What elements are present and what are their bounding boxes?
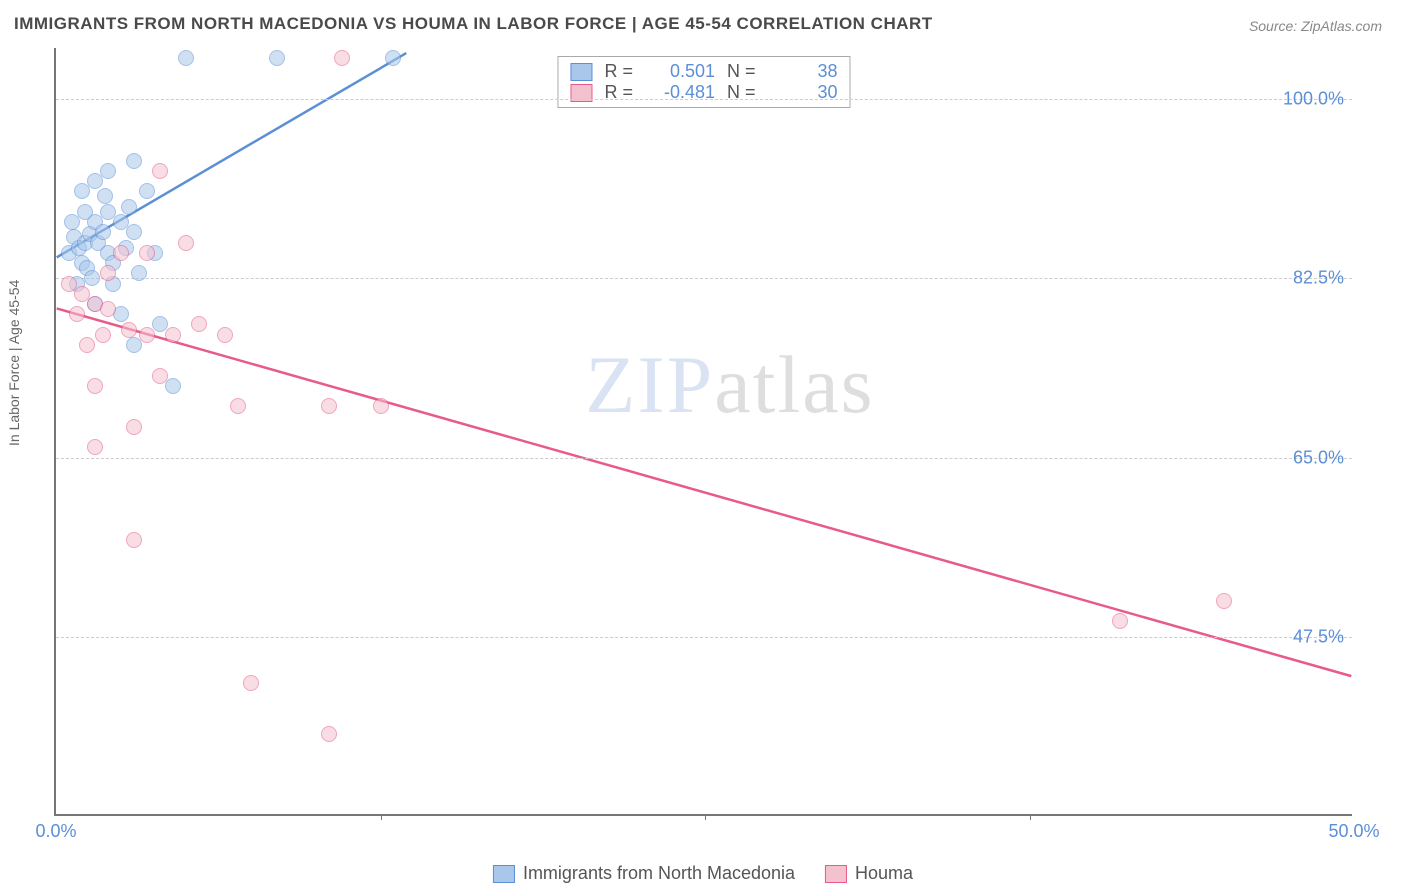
source-attribution: Source: ZipAtlas.com xyxy=(1249,18,1382,34)
x-minor-tick xyxy=(381,814,382,820)
chart-plot-area: ZIPatlas R =0.501N =38R =-0.481N =30 47.… xyxy=(54,48,1352,816)
data-point xyxy=(373,398,389,414)
data-point xyxy=(87,439,103,455)
legend-label: Immigrants from North Macedonia xyxy=(523,863,795,884)
x-minor-tick xyxy=(705,814,706,820)
data-point xyxy=(100,301,116,317)
x-tick-label: 0.0% xyxy=(35,821,76,842)
data-point xyxy=(121,322,137,338)
data-point xyxy=(1112,613,1128,629)
data-point xyxy=(165,327,181,343)
data-point xyxy=(126,532,142,548)
data-point xyxy=(113,245,129,261)
y-tick-label: 100.0% xyxy=(1283,89,1344,110)
data-point xyxy=(95,224,111,240)
data-point xyxy=(165,378,181,394)
legend-label: Houma xyxy=(855,863,913,884)
data-point xyxy=(97,188,113,204)
series-legend: Immigrants from North Macedonia Houma xyxy=(493,863,913,884)
legend-swatch xyxy=(493,865,515,883)
data-point xyxy=(79,337,95,353)
data-point xyxy=(385,50,401,66)
y-axis-label: In Labor Force | Age 45-54 xyxy=(6,280,22,446)
data-point xyxy=(152,368,168,384)
data-point xyxy=(100,265,116,281)
chart-title: IMMIGRANTS FROM NORTH MACEDONIA VS HOUMA… xyxy=(14,14,933,34)
legend-item: Houma xyxy=(825,863,913,884)
data-point xyxy=(139,327,155,343)
data-point xyxy=(139,183,155,199)
data-point xyxy=(321,726,337,742)
data-point xyxy=(77,204,93,220)
data-point xyxy=(178,235,194,251)
data-point xyxy=(126,224,142,240)
data-point xyxy=(100,163,116,179)
x-minor-tick xyxy=(1030,814,1031,820)
y-tick-label: 65.0% xyxy=(1293,447,1344,468)
data-point xyxy=(178,50,194,66)
data-point xyxy=(217,327,233,343)
legend-item: Immigrants from North Macedonia xyxy=(493,863,795,884)
legend-swatch xyxy=(825,865,847,883)
data-point xyxy=(269,50,285,66)
data-point xyxy=(121,199,137,215)
gridline-h xyxy=(56,278,1352,279)
gridline-h xyxy=(56,99,1352,100)
data-point xyxy=(131,265,147,281)
y-tick-label: 82.5% xyxy=(1293,268,1344,289)
trend-line xyxy=(57,308,1352,676)
data-point xyxy=(1216,593,1232,609)
data-point xyxy=(334,50,350,66)
data-point xyxy=(69,306,85,322)
trend-lines xyxy=(56,48,1352,814)
data-point xyxy=(321,398,337,414)
gridline-h xyxy=(56,637,1352,638)
data-point xyxy=(152,163,168,179)
data-point xyxy=(87,378,103,394)
data-point xyxy=(243,675,259,691)
data-point xyxy=(126,153,142,169)
data-point xyxy=(230,398,246,414)
data-point xyxy=(191,316,207,332)
data-point xyxy=(95,327,111,343)
gridline-h xyxy=(56,458,1352,459)
x-tick-label: 50.0% xyxy=(1328,821,1379,842)
data-point xyxy=(84,270,100,286)
data-point xyxy=(126,419,142,435)
data-point xyxy=(139,245,155,261)
y-tick-label: 47.5% xyxy=(1293,626,1344,647)
